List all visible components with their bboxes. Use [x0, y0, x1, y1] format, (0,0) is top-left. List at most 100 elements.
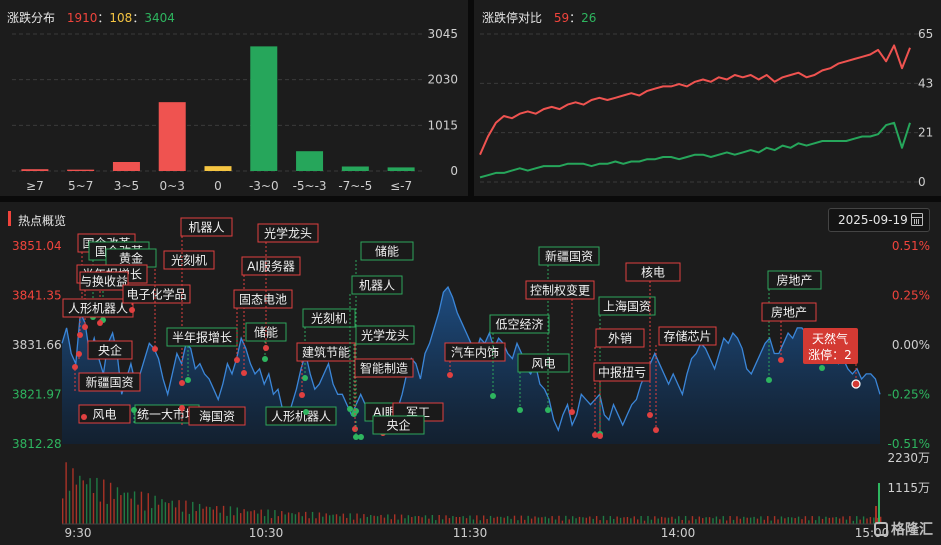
volume-bar	[496, 516, 499, 524]
concept-tag-label: 风电	[531, 357, 555, 371]
volume-bar	[352, 519, 355, 524]
volume-bar	[551, 516, 553, 524]
concept-tag-label: 存储芯片	[663, 329, 711, 344]
y-tick-label: 2030	[427, 73, 458, 87]
concept-tag-label: 海国资	[199, 409, 235, 424]
volume-bar	[85, 484, 88, 524]
bar	[250, 46, 278, 171]
volume-bar	[595, 516, 598, 524]
volume-bar	[75, 484, 78, 524]
volume-bar	[732, 519, 735, 524]
volume-bar	[842, 516, 844, 524]
concept-tag-label: 人形机器人	[271, 410, 331, 424]
volume-bar	[506, 516, 509, 524]
tag-anchor-dot	[185, 377, 191, 383]
time-tick-label: 15:00	[855, 526, 890, 540]
time-tick-label: 14:00	[661, 526, 696, 540]
volume-bar	[880, 516, 882, 524]
concept-tag-box	[761, 302, 817, 322]
tag-anchor-dot	[179, 405, 185, 411]
concept-tag-box	[296, 342, 356, 362]
time-tick-label: 10:30	[249, 526, 284, 540]
y-left-tick-label: 3821.97	[12, 388, 62, 402]
tag-anchor-dot	[302, 375, 308, 381]
volume-bar	[291, 513, 293, 524]
tooltip-detail: 涨停：2	[808, 347, 852, 362]
volume-bar	[695, 519, 697, 524]
date-picker[interactable]: 2025-09-19	[828, 208, 930, 232]
volume-bar	[123, 492, 126, 524]
watermark-text: 格隆汇	[891, 522, 933, 538]
limit-down-series-line	[479, 121, 911, 179]
concept-tag-label: 低空经济	[495, 317, 543, 332]
tag-anchor-dot	[241, 370, 247, 376]
bar	[204, 166, 232, 171]
volume-bar	[315, 518, 317, 524]
volume-bar	[780, 516, 783, 524]
volume-bar	[777, 519, 779, 524]
volume-bar	[253, 510, 256, 524]
tag-anchor-dot	[72, 364, 78, 370]
volume-bar	[441, 519, 444, 524]
volume-bar	[82, 480, 84, 524]
volume-bar	[414, 516, 416, 524]
x-tick-label: ≤-7	[390, 179, 412, 193]
volume-bar	[613, 518, 615, 524]
tag-anchor-dot	[262, 356, 268, 362]
volume-tick-label: 2230万	[887, 451, 930, 465]
volume-bar	[462, 516, 464, 524]
concept-tag-box	[188, 406, 246, 426]
y-left-tick-label: 3812.28	[12, 437, 62, 451]
volume-bar	[650, 519, 653, 524]
volume-bar	[482, 515, 485, 524]
volume-bar	[380, 514, 382, 524]
volume-bar	[106, 503, 108, 524]
bar	[21, 169, 49, 171]
concept-tag-label: 光刻机	[311, 312, 347, 326]
y-right-tick-label: -0.25%	[888, 388, 930, 402]
volume-bar	[373, 515, 375, 524]
volume-bar	[548, 518, 550, 524]
distribution-title-text: 涨跌分布	[7, 11, 56, 25]
volume-bar	[674, 518, 677, 524]
volume-bar	[599, 520, 601, 524]
volume-bar	[99, 501, 102, 524]
concept-tag-box	[372, 415, 425, 435]
concept-tag-label: 与换收益	[80, 275, 128, 289]
sep-1: ：	[97, 11, 110, 25]
up-count: 1910	[66, 11, 98, 25]
volume-bar	[363, 514, 365, 524]
volume-bar	[534, 516, 536, 524]
tag-anchor-dot	[647, 412, 653, 418]
volume-bar	[120, 495, 122, 524]
volume-bar	[133, 491, 136, 524]
tooltip-box	[803, 328, 858, 364]
volume-bar	[746, 517, 748, 524]
volume-bar	[328, 515, 331, 524]
volume-bar	[370, 515, 372, 524]
volume-bar	[633, 516, 635, 524]
volume-bar	[725, 520, 728, 524]
volume-bar	[736, 516, 738, 524]
volume-bar	[811, 516, 813, 524]
volume-bar	[397, 519, 399, 524]
bar	[67, 169, 95, 171]
volume-bar	[558, 515, 560, 524]
volume-bar	[520, 515, 523, 524]
volume-bar	[671, 516, 673, 524]
volume-bar	[702, 518, 704, 524]
tag-anchor-dot	[353, 434, 359, 440]
down-limit-count: 26	[581, 11, 597, 25]
tooltip-title: 天然气	[812, 331, 848, 346]
y-tick-label: 21	[918, 126, 933, 140]
concept-tag-label: 建筑节能	[302, 345, 350, 360]
calendar-icon[interactable]	[911, 213, 923, 226]
volume-bar	[510, 518, 512, 524]
volume-bar	[168, 503, 170, 524]
volume-bar	[298, 512, 300, 524]
x-tick-label: ≥7	[26, 179, 44, 193]
tag-anchor-dot	[303, 409, 309, 415]
volume-bar	[698, 516, 701, 524]
volume-bar	[537, 517, 540, 524]
x-tick-label: -3~0	[249, 179, 279, 193]
